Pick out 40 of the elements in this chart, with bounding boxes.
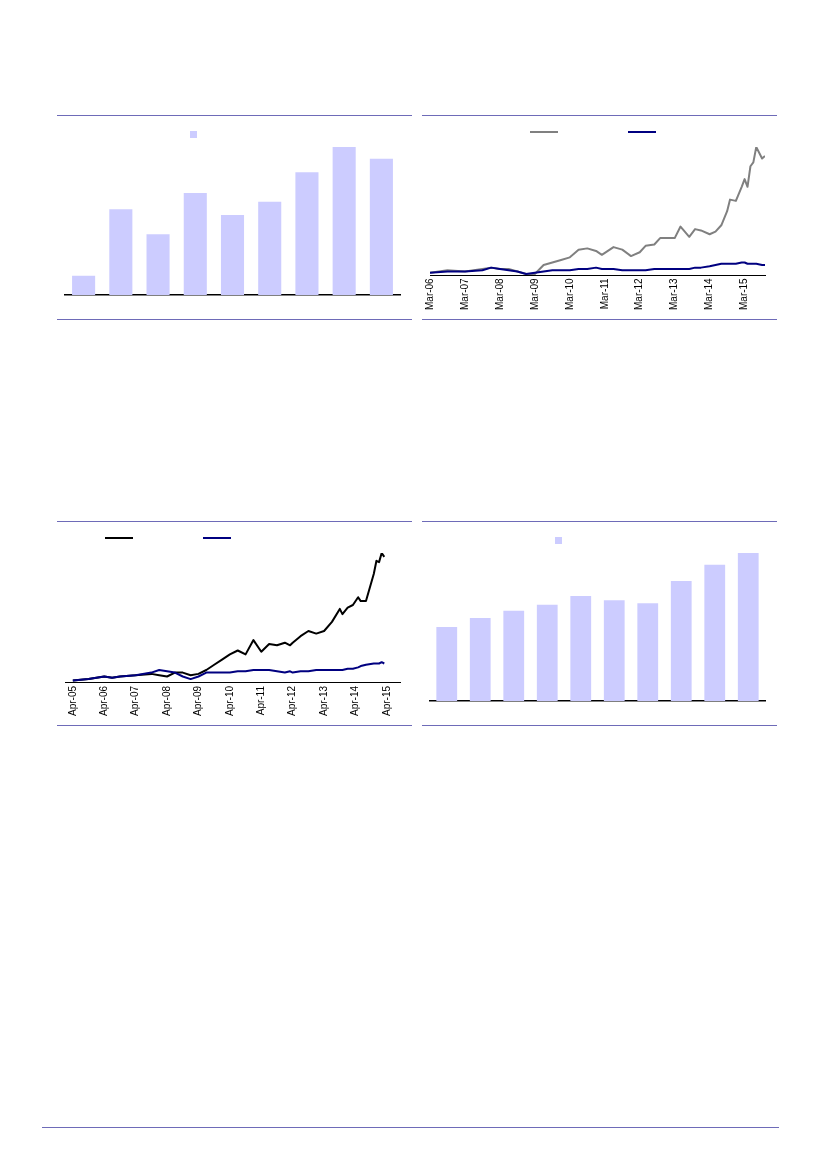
x-tick-label: Mar-15 <box>738 277 750 311</box>
bar <box>603 600 625 701</box>
x-tick-label: Apr-12 <box>286 685 298 716</box>
bar <box>704 564 726 701</box>
bar <box>570 595 592 701</box>
x-tick-label: Mar-09 <box>528 277 540 311</box>
x-tick-label: Mar-12 <box>633 277 645 311</box>
bar <box>503 610 525 701</box>
x-tick-label: Mar-08 <box>493 277 505 311</box>
x-tick-label: Mar-14 <box>703 277 715 311</box>
bar <box>258 201 282 295</box>
x-tick-label: Apr-14 <box>349 685 361 716</box>
x-tick-label: Mar-13 <box>668 277 680 311</box>
bar <box>295 172 319 295</box>
x-tick-label: Apr-11 <box>255 685 267 716</box>
x-tick-label: Apr-06 <box>98 685 110 716</box>
x-tick-label: Apr-08 <box>160 685 172 716</box>
x-tick-label: Apr-13 <box>317 685 329 716</box>
x-tick-label: Apr-09 <box>192 685 204 716</box>
x-tick-label: Apr-07 <box>129 685 141 716</box>
x-tick-label: Mar-11 <box>598 277 610 310</box>
bar <box>183 192 207 295</box>
x-tick-label: Mar-10 <box>563 277 575 311</box>
bar <box>220 215 245 295</box>
x-tick-label: Mar-06 <box>423 277 435 311</box>
x-tick-label: Apr-10 <box>223 685 235 716</box>
bar <box>737 553 759 701</box>
bar <box>637 603 659 701</box>
bar <box>332 147 356 295</box>
bar <box>72 275 96 295</box>
x-tick-label: Apr-05 <box>66 685 78 716</box>
bar <box>536 604 558 701</box>
bar <box>670 581 692 701</box>
bar <box>369 158 393 295</box>
bar <box>436 627 458 701</box>
x-tick-label: Mar-07 <box>458 277 470 311</box>
bar <box>469 618 491 701</box>
bar <box>109 209 133 295</box>
bar <box>146 234 170 295</box>
x-tick-label: Apr-15 <box>380 685 392 716</box>
